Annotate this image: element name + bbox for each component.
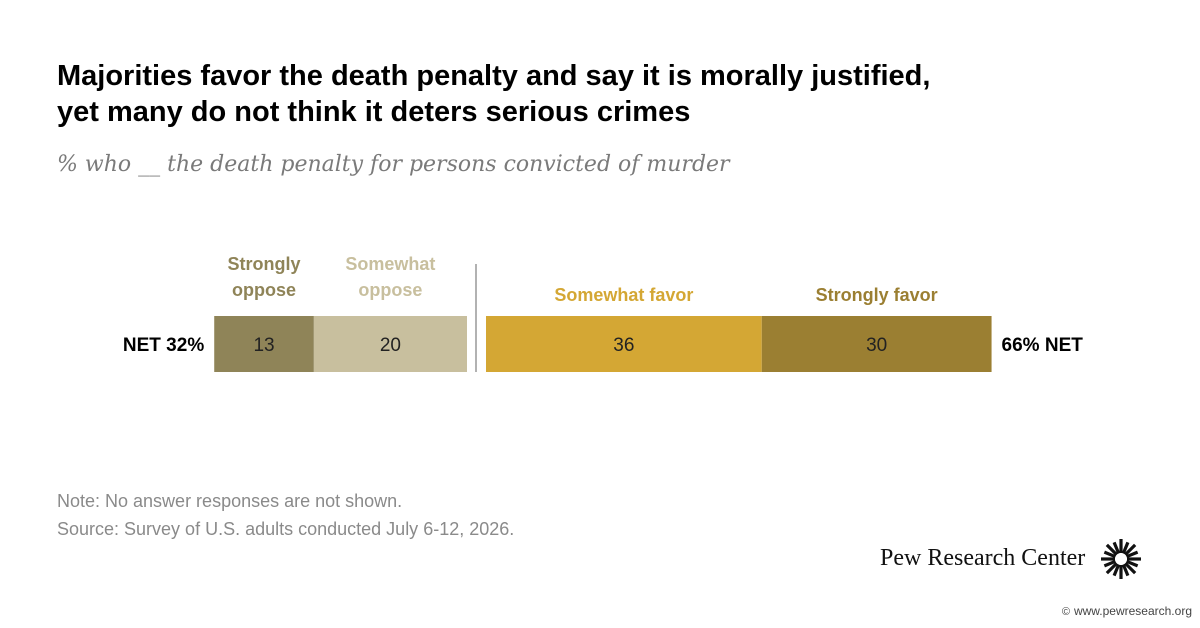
data-label-somewhat_favor: 36 [613,335,634,356]
legend-label-strongly_oppose-2: oppose [232,280,296,300]
website-url[interactable]: © www.pewresearch.org [1062,604,1192,618]
title-line-2: yet many do not think it deters serious … [57,96,691,128]
brand-name: Pew Research Center [880,545,1086,571]
legend-label-somewhat_favor: Somewhat favor [554,285,693,305]
data-label-somewhat_oppose: 20 [380,335,401,356]
chart-note: Note: No answer responses are not shown. [57,491,403,511]
net-oppose-label: NET 32% [123,335,204,356]
chart-subtitle: % who __ the death penalty for persons c… [57,152,730,177]
copyright-icon: © [1061,606,1070,618]
net-favor-label: 66% NET [1002,335,1084,356]
chart-source: Source: Survey of U.S. adults conducted … [57,519,515,539]
bar-somewhat_favor [486,316,762,372]
legend-label-strongly_favor: Strongly favor [816,285,938,305]
legend-label-somewhat_oppose-2: oppose [358,280,422,300]
bar-strongly_oppose [214,316,314,372]
title-line-1: Majorities favor the death penalty and s… [57,60,931,92]
legend-label-strongly_oppose-1: Strongly [228,254,301,274]
legend-label-somewhat_oppose-1: Somewhat [345,254,435,274]
data-label-strongly_oppose: 13 [253,335,274,356]
bar-strongly_favor [761,316,992,372]
pew-sunburst-icon [1101,539,1141,579]
chart-title: Majorities favor the death penalty and s… [57,58,1157,130]
url-text: www.pewresearch.org [1073,604,1192,618]
data-label-strongly_favor: 30 [866,335,887,356]
bar-somewhat_oppose [313,316,467,372]
